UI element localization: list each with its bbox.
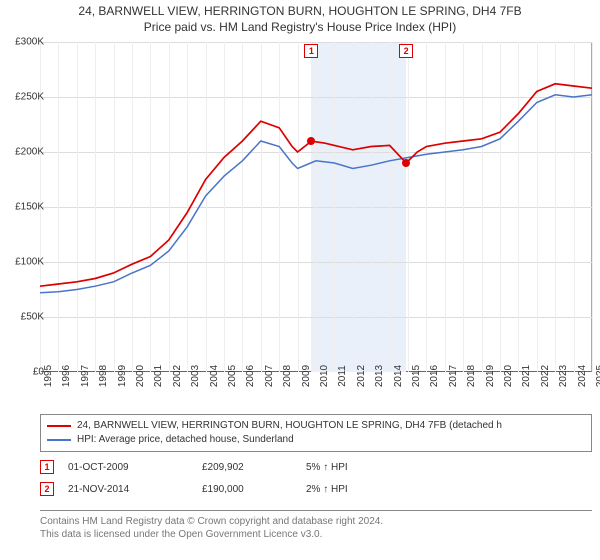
xtick-label: 2008	[282, 365, 293, 387]
ytick-label: £250K	[4, 92, 44, 103]
xtick-label: 1997	[80, 365, 91, 387]
event-date-2: 21-NOV-2014	[68, 484, 188, 495]
legend-item-hpi: HPI: Average price, detached house, Sund…	[47, 433, 585, 447]
title-block: 24, BARNWELL VIEW, HERRINGTON BURN, HOUG…	[0, 0, 600, 37]
xtick-label: 1996	[61, 365, 72, 387]
legend-label-hpi: HPI: Average price, detached house, Sund…	[77, 433, 294, 447]
event-badge-2: 2	[40, 482, 54, 496]
ytick-label: £150K	[4, 202, 44, 213]
chart-plot-area: 12	[40, 42, 592, 372]
xtick-label: 2001	[153, 365, 164, 387]
gridline-v	[592, 42, 593, 372]
xtick-label: 2011	[337, 365, 348, 387]
xtick-label: 2017	[448, 365, 459, 387]
xtick-label: 2004	[209, 365, 220, 387]
xtick-label: 2023	[558, 365, 569, 387]
event-badge-1: 1	[40, 460, 54, 474]
xtick-label: 2021	[521, 365, 532, 387]
xtick-label: 2010	[319, 365, 330, 387]
footer-attribution: Contains HM Land Registry data © Crown c…	[40, 510, 592, 541]
xtick-label: 1995	[43, 365, 54, 387]
xtick-label: 2015	[411, 365, 422, 387]
xtick-label: 2000	[135, 365, 146, 387]
xtick-label: 2007	[264, 365, 275, 387]
event-row-2: 2 21-NOV-2014 £190,000 2% ↑ HPI	[40, 478, 592, 500]
chart-container: 24, BARNWELL VIEW, HERRINGTON BURN, HOUG…	[0, 0, 600, 560]
xtick-label: 2014	[393, 365, 404, 387]
xtick-label: 2022	[540, 365, 551, 387]
xtick-label: 2019	[485, 365, 496, 387]
event-dot-2	[402, 159, 410, 167]
event-delta-1: 5% ↑ HPI	[306, 462, 386, 473]
event-date-1: 01-OCT-2009	[68, 462, 188, 473]
event-delta-2: 2% ↑ HPI	[306, 484, 386, 495]
event-flag-2: 2	[399, 44, 413, 58]
xtick-label: 2024	[577, 365, 588, 387]
footer-line2: This data is licensed under the Open Gov…	[40, 528, 592, 541]
event-price-1: £209,902	[202, 462, 292, 473]
xtick-label: 2020	[503, 365, 514, 387]
ytick-label: £200K	[4, 147, 44, 158]
legend-box: 24, BARNWELL VIEW, HERRINGTON BURN, HOUG…	[40, 414, 592, 452]
xtick-label: 2006	[245, 365, 256, 387]
ytick-label: £0	[4, 367, 44, 378]
xtick-label: 2025	[595, 365, 600, 387]
legend-swatch-hpi	[47, 439, 71, 441]
event-price-2: £190,000	[202, 484, 292, 495]
series-hpi	[40, 95, 592, 293]
ytick-label: £50K	[4, 312, 44, 323]
legend-item-subject: 24, BARNWELL VIEW, HERRINGTON BURN, HOUG…	[47, 419, 585, 433]
xtick-label: 2009	[301, 365, 312, 387]
xtick-label: 2002	[172, 365, 183, 387]
event-table: 1 01-OCT-2009 £209,902 5% ↑ HPI 2 21-NOV…	[40, 456, 592, 500]
title-subtitle: Price paid vs. HM Land Registry's House …	[10, 20, 590, 36]
legend-label-subject: 24, BARNWELL VIEW, HERRINGTON BURN, HOUG…	[77, 419, 502, 433]
xtick-label: 2005	[227, 365, 238, 387]
chart-lines-svg	[40, 42, 592, 372]
ytick-label: £100K	[4, 257, 44, 268]
xtick-label: 1998	[98, 365, 109, 387]
ytick-label: £300K	[4, 37, 44, 48]
xtick-label: 2013	[374, 365, 385, 387]
event-row-1: 1 01-OCT-2009 £209,902 5% ↑ HPI	[40, 456, 592, 478]
xtick-label: 2016	[429, 365, 440, 387]
series-subject	[40, 84, 592, 286]
xtick-label: 2003	[190, 365, 201, 387]
xtick-label: 1999	[117, 365, 128, 387]
xtick-label: 2018	[466, 365, 477, 387]
legend-swatch-subject	[47, 425, 71, 427]
footer-line1: Contains HM Land Registry data © Crown c…	[40, 515, 592, 528]
event-flag-1: 1	[304, 44, 318, 58]
title-address: 24, BARNWELL VIEW, HERRINGTON BURN, HOUG…	[10, 4, 590, 20]
event-dot-1	[307, 137, 315, 145]
xtick-label: 2012	[356, 365, 367, 387]
